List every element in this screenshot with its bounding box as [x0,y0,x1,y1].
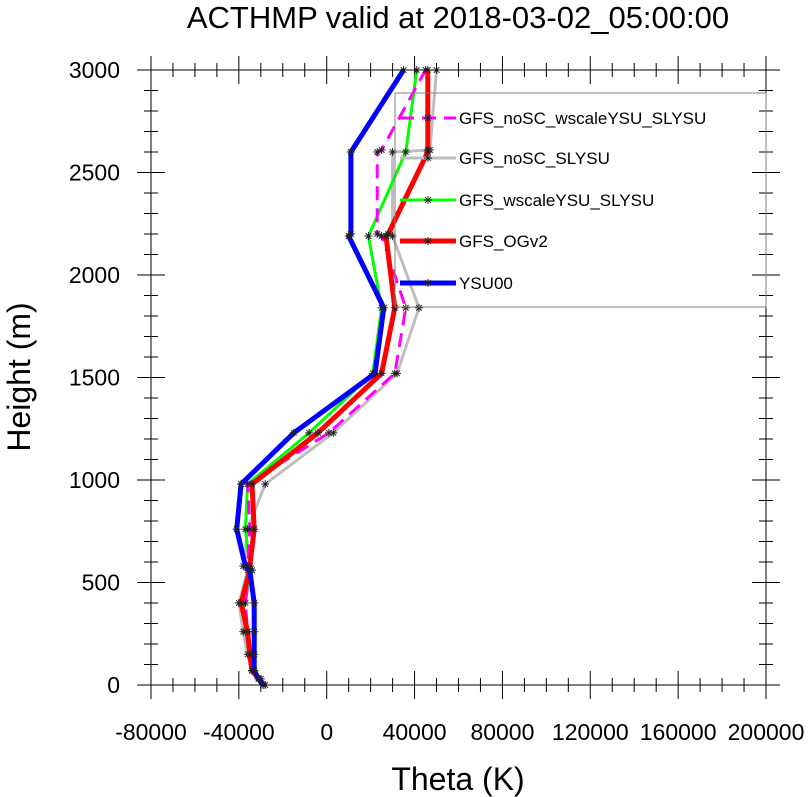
legend-label: GFS_noSC_wscaleYSU_SLYSU [459,109,706,128]
series-line-GFS_noSC_SLYSU [237,69,438,686]
data-point [241,562,250,571]
data-point [371,369,380,378]
y-tick-label: 2000 [69,262,120,288]
data-point [346,230,355,238]
legend-label: GFS_wscaleYSU_SLYSU [459,191,654,210]
data-point [373,230,382,238]
data-point [250,650,259,659]
y-tick-label: 1000 [69,467,120,493]
y-tick-label: 1500 [69,365,120,391]
data-point [377,145,386,154]
y-tick-label: 500 [82,570,120,596]
y-tick-label: 0 [107,672,120,698]
data-point [305,428,314,437]
x-tick-label: 80000 [470,719,534,745]
data-point [250,525,259,534]
plot-frame [150,69,767,686]
x-tick-label: -80000 [115,719,187,745]
data-point [250,627,259,636]
legend-marker [424,279,432,287]
x-axis-label: Theta (K) [391,761,524,797]
data-point [313,428,322,437]
y-axis-label: Height (m) [1,302,37,451]
legend-box [394,92,767,308]
x-tick-label: 160000 [640,719,717,745]
x-tick-label: 120000 [552,719,629,745]
legend-label: GFS_noSC_SLYSU [459,149,610,168]
series-line-GFS_noSC_wscaleYSU_SLYSU [243,69,427,686]
data-point [324,428,333,437]
x-tick-label: -40000 [203,719,275,745]
data-point [289,428,298,437]
x-tick-label: 0 [320,719,333,745]
data-point [346,148,355,156]
x-tick-label: 200000 [728,719,805,745]
chart-title: ACTHMP valid at 2018-03-02_05:00:00 [187,0,729,35]
y-tick-label: 3000 [69,57,120,83]
legend-marker [424,154,432,162]
legend-marker [424,237,432,245]
data-point [401,303,410,312]
data-point [248,480,257,489]
legend-marker [424,114,432,122]
data-point [237,599,246,607]
y-tick-label: 2500 [69,160,120,186]
data-point [232,525,241,534]
tick-labels: -80000 -40000 0 40000 80000 120000 160000 20000… [69,57,805,745]
data-point [364,232,373,241]
axis-ticks [137,56,780,699]
data-point [390,369,399,378]
data-point [384,230,393,238]
x-tick-label: 40000 [383,719,447,745]
data-point [254,674,263,683]
data-point [423,145,432,154]
data-point [414,303,423,312]
legend-marker [424,196,432,204]
data-point [250,599,259,607]
data-point [379,303,388,312]
data-point [250,666,259,675]
data-point [261,480,270,489]
legend-label: GFS_OGv2 [459,232,548,251]
legend: GFS_noSC_wscaleYSU_SLYSU GFS_noSC_SLYSU GF… [394,92,767,308]
legend-label: YSU00 [459,274,513,293]
data-point [237,480,246,489]
data-point [401,148,410,156]
data-point [390,303,399,312]
